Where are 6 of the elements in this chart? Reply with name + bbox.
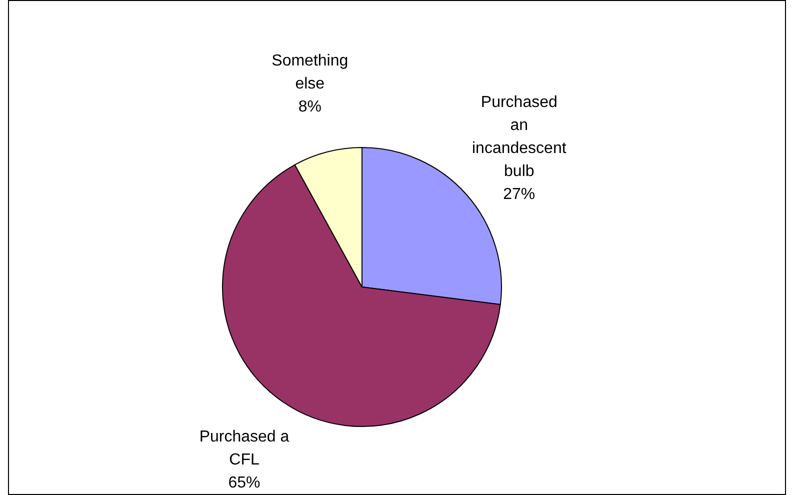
slice-label: Purchased a CFL — [199, 428, 290, 469]
data-label: 8% — [298, 98, 322, 116]
data-label: 27% — [503, 186, 536, 203]
slice-label: Something else — [272, 52, 348, 92]
data-label: 65% — [228, 474, 260, 492]
slice-label: Purchased an incandescent bulb — [472, 94, 567, 180]
